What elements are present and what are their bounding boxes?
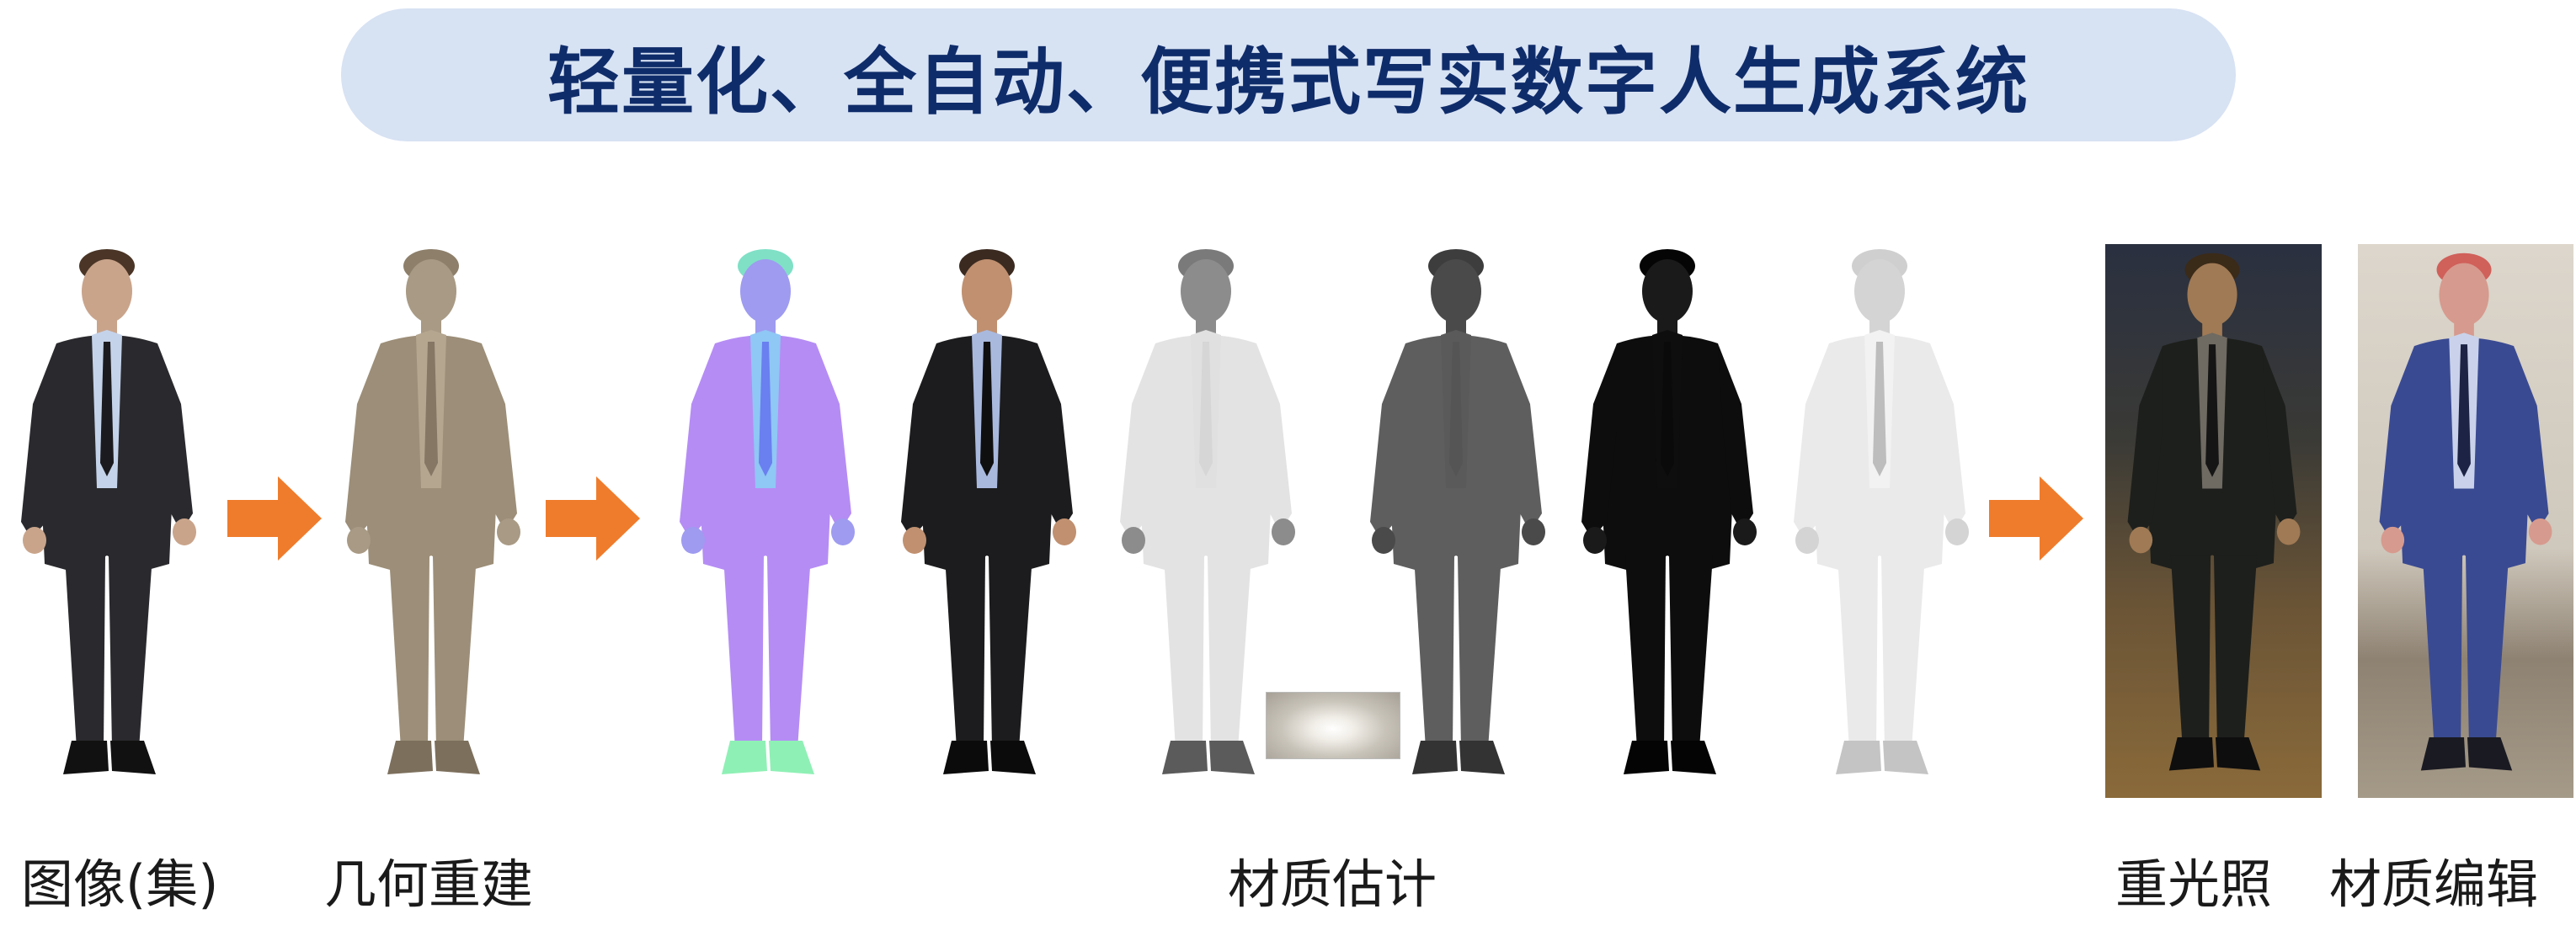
albedo-map — [893, 236, 1085, 800]
shading-map — [1785, 236, 1977, 800]
roughness-map — [1112, 236, 1304, 800]
relit-figure — [2118, 244, 2310, 795]
metallic-map — [1573, 236, 1765, 800]
title-banner: 轻量化、全自动、便携式写实数字人生成系统 — [341, 8, 2236, 141]
geometry-mesh — [337, 236, 529, 800]
stage-label-input: 图像(集) — [21, 853, 219, 915]
environment-map-thumbnail — [1266, 692, 1400, 759]
relighting-panel — [2105, 244, 2322, 798]
normal-map — [671, 236, 863, 800]
page-title: 轻量化、全自动、便携式写实数字人生成系统 — [547, 40, 2029, 125]
arrow-right-icon — [1989, 476, 2083, 561]
stage-label-material-edit: 材质编辑 — [2329, 853, 2539, 915]
input-photo — [13, 236, 205, 800]
arrow-right-icon — [546, 476, 640, 561]
stage-label-material: 材质估计 — [1228, 853, 1437, 915]
edited-figure — [2370, 244, 2562, 795]
material-editing-panel — [2358, 244, 2573, 798]
specular-map — [1362, 236, 1554, 800]
stage-label-relighting: 重光照 — [2115, 853, 2273, 915]
arrow-right-icon — [227, 476, 322, 561]
stage-label-geometry: 几何重建 — [324, 853, 534, 915]
